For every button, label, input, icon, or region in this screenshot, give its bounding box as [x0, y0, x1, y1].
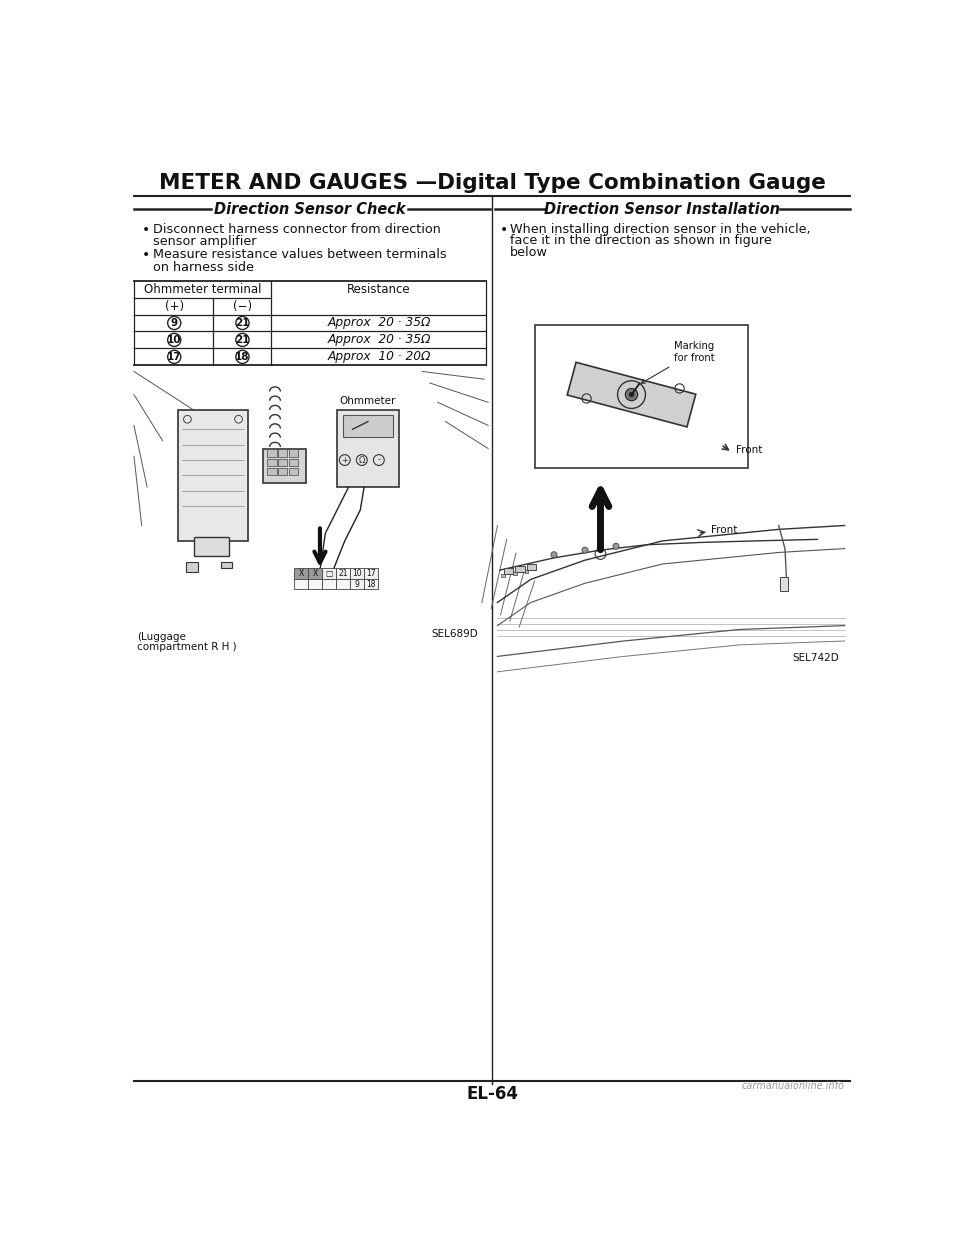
Text: 18: 18 — [235, 352, 250, 362]
Polygon shape — [567, 362, 696, 427]
Text: EL-64: EL-64 — [466, 1084, 518, 1103]
Bar — [524, 571, 528, 573]
Bar — [337, 410, 399, 487]
Bar — [308, 579, 323, 589]
Bar — [527, 564, 537, 571]
Text: +: + — [342, 456, 348, 464]
Bar — [323, 568, 336, 579]
Text: (Luggage: (Luggage — [137, 632, 186, 642]
Bar — [516, 566, 524, 572]
Bar — [179, 410, 248, 541]
Text: Front: Front — [711, 525, 737, 535]
Text: 21: 21 — [235, 335, 250, 345]
Text: on harness side: on harness side — [153, 261, 253, 274]
Text: compartment R H ): compartment R H ) — [137, 642, 237, 652]
Bar — [350, 579, 364, 589]
Bar — [535, 325, 748, 468]
Text: •: • — [142, 248, 150, 262]
Bar — [278, 450, 287, 457]
Bar — [344, 415, 393, 437]
Bar — [194, 537, 228, 556]
Circle shape — [582, 547, 588, 553]
Text: Marking
for front: Marking for front — [641, 341, 715, 383]
Text: (+): (+) — [165, 300, 183, 312]
Circle shape — [612, 543, 619, 550]
Text: X: X — [299, 569, 304, 578]
Bar — [504, 568, 513, 574]
Bar — [278, 458, 287, 466]
Bar — [267, 468, 276, 475]
Text: 18: 18 — [367, 579, 376, 589]
Text: Ω: Ω — [359, 456, 365, 464]
Bar — [221, 562, 232, 568]
Text: 21: 21 — [235, 317, 250, 329]
Bar — [263, 448, 306, 483]
Text: Approx  20 · 35Ω: Approx 20 · 35Ω — [327, 333, 430, 347]
Text: □: □ — [325, 569, 333, 578]
Bar — [350, 568, 364, 579]
Bar — [278, 468, 287, 475]
Bar — [501, 574, 505, 577]
Text: Approx  10 · 20Ω: Approx 10 · 20Ω — [327, 351, 430, 363]
Text: sensor amplifier: sensor amplifier — [153, 235, 256, 248]
Text: Measure resistance values between terminals: Measure resistance values between termin… — [153, 248, 446, 262]
Text: 9: 9 — [354, 579, 360, 589]
Bar — [364, 579, 378, 589]
Bar — [513, 572, 516, 574]
Bar — [289, 468, 299, 475]
Bar — [267, 458, 276, 466]
Bar — [289, 458, 299, 466]
Circle shape — [625, 389, 637, 401]
Bar — [323, 579, 336, 589]
Text: Direction Sensor Check: Direction Sensor Check — [214, 201, 406, 216]
Text: Resistance: Resistance — [347, 283, 410, 295]
Text: face it in the direction as shown in figure: face it in the direction as shown in fig… — [510, 235, 772, 247]
Bar — [780, 577, 788, 592]
Bar — [295, 568, 308, 579]
Text: X: X — [313, 569, 318, 578]
Text: Disconnect harness connector from direction: Disconnect harness connector from direct… — [153, 222, 441, 236]
Text: •: • — [142, 222, 150, 237]
Text: -: - — [377, 456, 380, 464]
Bar — [186, 562, 198, 572]
Text: When installing direction sensor in the vehicle,: When installing direction sensor in the … — [510, 222, 810, 236]
Text: 10: 10 — [167, 335, 181, 345]
Text: 21: 21 — [339, 569, 348, 578]
Text: 9: 9 — [171, 317, 178, 329]
Text: Direction Sensor Installation: Direction Sensor Installation — [544, 201, 780, 216]
Bar — [308, 568, 323, 579]
Bar — [364, 568, 378, 579]
Bar — [295, 579, 308, 589]
Circle shape — [551, 552, 557, 558]
Text: •: • — [500, 222, 508, 237]
Text: carmanualonline.info: carmanualonline.info — [742, 1081, 845, 1091]
Text: Ohmmeter: Ohmmeter — [340, 396, 396, 406]
Text: SEL689D: SEL689D — [431, 630, 478, 640]
Circle shape — [629, 393, 634, 396]
Text: below: below — [510, 246, 548, 259]
Text: (−): (−) — [233, 300, 252, 312]
Bar — [336, 568, 350, 579]
Bar — [336, 579, 350, 589]
Text: Front: Front — [736, 445, 762, 454]
Text: 10: 10 — [352, 569, 362, 578]
Text: 17: 17 — [367, 569, 376, 578]
Text: Approx  20 · 35Ω: Approx 20 · 35Ω — [327, 316, 430, 330]
Text: SEL742D: SEL742D — [792, 652, 839, 662]
Bar — [267, 450, 276, 457]
Text: 17: 17 — [167, 352, 181, 362]
Bar — [289, 450, 299, 457]
Text: Ohmmeter terminal: Ohmmeter terminal — [144, 283, 261, 295]
Text: METER AND GAUGES —Digital Type Combination Gauge: METER AND GAUGES —Digital Type Combinati… — [158, 173, 826, 193]
